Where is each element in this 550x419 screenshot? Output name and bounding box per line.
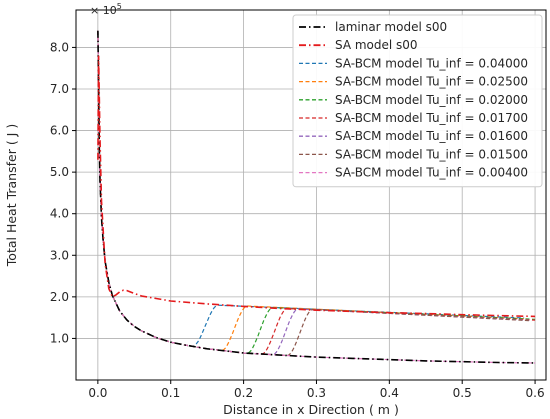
series-line-7	[97, 30, 532, 357]
legend-label-1: SA model s00	[335, 38, 418, 52]
y-axis-multiplier: × 105	[90, 2, 122, 17]
x-tick-label: 0.1	[161, 386, 180, 400]
legend-box	[292, 14, 543, 188]
x-tick-label: 0.4	[380, 386, 399, 400]
y-tick-label: 5.0	[50, 165, 69, 179]
x-tick-label: 0.3	[307, 386, 326, 400]
y-tick-label: 4.0	[50, 207, 69, 221]
legend-label-6: SA-BCM model Tu_inf = 0.01600	[335, 129, 528, 143]
legend-label-4: SA-BCM model Tu_inf = 0.02000	[335, 93, 528, 107]
x-axis-ticks: 0.0 0.1 0.2 0.3 0.4 0.5 0.6	[88, 380, 545, 400]
legend-label-8: SA-BCM model Tu_inf = 0.00400	[335, 166, 528, 180]
x-axis-label: Distance in x Direction ( m )	[223, 402, 399, 417]
series-line-1	[97, 55, 536, 318]
y-axis-label: Total Heat Transfer ( J )	[4, 124, 19, 267]
y-tick-label: 1.0	[50, 331, 69, 345]
series-layer	[97, 30, 536, 364]
legend-label-2: SA-BCM model Tu_inf = 0.04000	[335, 56, 528, 70]
y-tick-label: 2.0	[50, 290, 69, 304]
y-tick-label: 3.0	[50, 248, 69, 262]
legend-label-5: SA-BCM model Tu_inf = 0.01700	[335, 111, 528, 125]
y-axis-ticks: 1.0 2.0 3.0 4.0 5.0 6.0 7.0 8.0	[50, 40, 76, 345]
y-tick-label: 8.0	[50, 40, 69, 54]
y-axis-multiplier-base: × 10	[90, 4, 117, 17]
x-tick-label: 0.6	[526, 386, 545, 400]
legend-entries: laminar model s00 SA model s00 SA-BCM mode…	[299, 20, 528, 180]
y-tick-label: 6.0	[50, 124, 69, 138]
y-tick-label: 7.0	[50, 82, 69, 96]
legend-label-3: SA-BCM model Tu_inf = 0.02500	[335, 75, 528, 89]
x-tick-label: 0.5	[453, 386, 472, 400]
x-tick-label: 0.2	[234, 386, 253, 400]
plot-area	[75, 9, 547, 381]
series-line-0	[97, 30, 536, 364]
legend-label-7: SA-BCM model Tu_inf = 0.01500	[335, 147, 528, 161]
y-axis-multiplier-exponent: 5	[117, 2, 122, 11]
legend-label-0: laminar model s00	[335, 20, 447, 34]
x-tick-label: 0.0	[88, 386, 107, 400]
legend: laminar model s00 SA model s00 SA-BCM mode…	[292, 14, 543, 188]
